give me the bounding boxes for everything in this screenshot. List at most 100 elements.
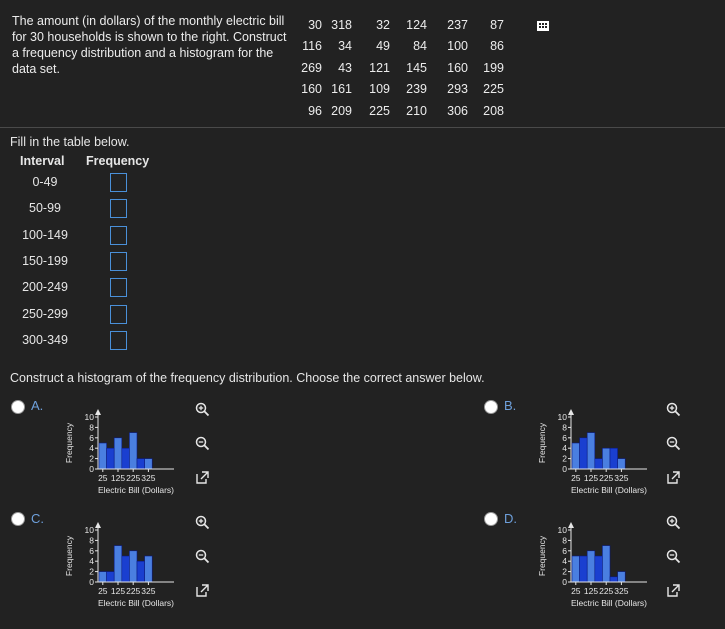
y-tick-label: 2 <box>89 567 94 577</box>
frequency-input[interactable] <box>110 199 127 219</box>
interval-label: 50-99 <box>29 201 61 216</box>
option-label[interactable]: D. <box>504 511 517 526</box>
x-axis-label: Electric Bill (Dollars) <box>98 485 174 495</box>
y-tick-label: 8 <box>89 422 94 432</box>
copy-data-icon[interactable] <box>537 19 549 31</box>
histogram-bar <box>136 560 145 583</box>
zoom-out-icon[interactable] <box>666 436 681 451</box>
data-cell: 293 <box>447 82 468 97</box>
histogram-bar <box>602 447 611 470</box>
y-tick-label: 2 <box>562 567 567 577</box>
option-label[interactable]: A. <box>31 398 44 413</box>
data-row: 30 318 32 124 237 87 <box>300 14 513 36</box>
data-cell: 49 <box>376 39 390 54</box>
data-cell: 34 <box>338 39 352 54</box>
expand-icon[interactable] <box>666 583 681 598</box>
data-cell: 87 <box>490 17 504 32</box>
option-radio[interactable] <box>484 512 498 526</box>
expand-icon[interactable] <box>195 470 210 485</box>
y-tick-label: 6 <box>562 433 567 443</box>
interval-label: 150-199 <box>22 253 68 268</box>
data-cell: 109 <box>369 82 390 97</box>
data-cell: 318 <box>331 17 352 32</box>
y-tick-label: 6 <box>89 433 94 443</box>
data-row: 116 34 49 84 100 86 <box>300 36 513 58</box>
expand-icon[interactable] <box>195 583 210 598</box>
x-tick-label: 125 <box>111 473 125 483</box>
y-tick-label: 4 <box>89 443 94 453</box>
option-label[interactable]: C. <box>31 511 44 526</box>
frequency-header: Frequency <box>86 154 150 168</box>
zoom-in-icon[interactable] <box>195 515 210 530</box>
data-cell: 225 <box>483 82 504 97</box>
data-cell: 124 <box>406 17 427 32</box>
frequency-input[interactable] <box>110 225 127 245</box>
histogram-bar <box>129 550 138 583</box>
data-cell: 84 <box>413 39 427 54</box>
data-row: 160 161 109 239 293 225 <box>300 79 513 101</box>
y-axis-arrow <box>95 522 101 528</box>
histogram-bar <box>129 432 138 470</box>
y-tick-label: 8 <box>562 535 567 545</box>
histogram-bar <box>579 555 588 583</box>
y-tick-label: 6 <box>89 546 94 556</box>
y-axis-arrow <box>568 522 574 528</box>
x-tick-label: 325 <box>614 473 628 483</box>
x-axis-label: Electric Bill (Dollars) <box>571 598 647 608</box>
frequency-input[interactable] <box>110 304 127 324</box>
data-row: 269 43 121 145 160 199 <box>300 57 513 79</box>
option-radio[interactable] <box>484 400 498 414</box>
frequency-input[interactable] <box>110 173 127 192</box>
data-table: 30 318 32 124 237 87 116 34 49 84 100 86 269 43 121 145… <box>300 14 513 122</box>
y-tick-label: 8 <box>562 422 567 432</box>
interval-header: Interval <box>20 154 65 168</box>
problem-statement: The amount (in dollars) of the monthly e… <box>12 14 287 76</box>
x-tick-label: 25 <box>98 586 108 596</box>
data-cell: 160 <box>301 82 322 97</box>
histogram-bar <box>98 442 107 470</box>
histogram-bar <box>586 432 596 470</box>
zoom-out-icon[interactable] <box>195 436 210 451</box>
histogram-bar <box>617 458 626 470</box>
table-instruction: Fill in the table below. <box>10 135 130 149</box>
zoom-out-icon[interactable] <box>195 549 210 564</box>
zoom-in-icon[interactable] <box>666 515 681 530</box>
x-tick-label: 125 <box>111 586 125 596</box>
frequency-input[interactable] <box>110 251 127 271</box>
histogram-bar <box>602 545 611 583</box>
data-cell: 306 <box>447 103 468 118</box>
y-tick-label: 10 <box>558 525 568 535</box>
option-radio[interactable] <box>11 400 25 414</box>
histogram-bar <box>579 437 588 470</box>
histogram-bar <box>113 437 123 470</box>
x-axis-label: Electric Bill (Dollars) <box>571 485 647 495</box>
y-tick-label: 2 <box>89 454 94 464</box>
data-cell: 269 <box>301 60 322 75</box>
zoom-in-icon[interactable] <box>195 402 210 417</box>
y-axis-label: Frequency <box>537 535 547 576</box>
option-label[interactable]: B. <box>504 398 517 413</box>
data-cell: 145 <box>406 60 427 75</box>
x-tick-label: 125 <box>584 473 598 483</box>
y-tick-label: 10 <box>85 525 95 535</box>
expand-icon[interactable] <box>666 470 681 485</box>
y-tick-label: 10 <box>85 412 95 422</box>
y-tick-label: 0 <box>89 577 94 587</box>
histogram-bar <box>144 555 153 583</box>
zoom-in-icon[interactable] <box>666 402 681 417</box>
y-axis-label: Frequency <box>537 422 547 463</box>
y-axis-arrow <box>568 409 574 415</box>
histogram-bar <box>113 545 123 583</box>
option-radio[interactable] <box>11 512 25 526</box>
y-tick-label: 6 <box>562 546 567 556</box>
frequency-input[interactable] <box>110 278 127 298</box>
y-axis-arrow <box>95 409 101 415</box>
y-tick-label: 0 <box>89 464 94 474</box>
zoom-out-icon[interactable] <box>666 549 681 564</box>
frequency-input[interactable] <box>110 330 127 350</box>
x-tick-label: 325 <box>141 586 155 596</box>
y-axis-label: Frequency <box>64 422 74 463</box>
